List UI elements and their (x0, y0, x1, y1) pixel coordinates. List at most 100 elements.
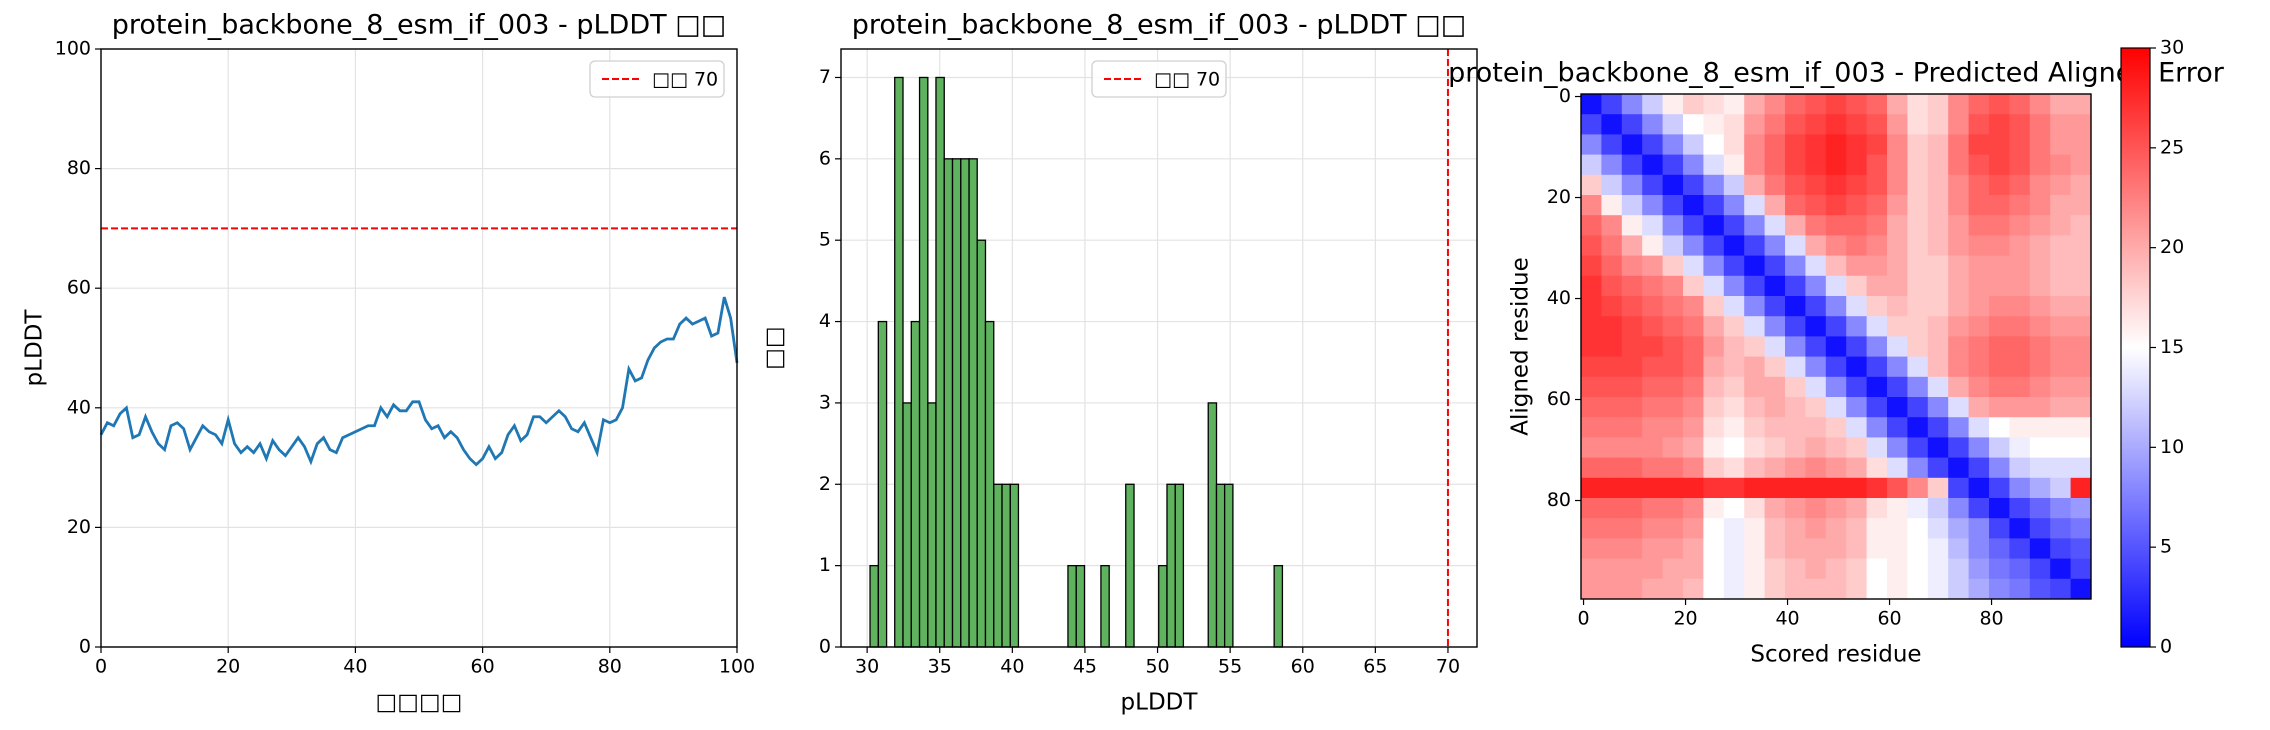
y-tick-label: 3 (819, 391, 831, 413)
heatmap-cell (1866, 397, 1888, 418)
heatmap-cell (1581, 296, 1602, 317)
heatmap-cell (1907, 134, 1929, 155)
heatmap-cell (1662, 235, 1684, 256)
heatmap-cell (1642, 477, 1663, 499)
heatmap-cell (2009, 538, 2031, 559)
heatmap-cell (1825, 134, 1847, 155)
heatmap-cell (1948, 94, 1969, 115)
heatmap-cell (1887, 417, 1908, 438)
heatmap-cell (1723, 417, 1745, 438)
heatmap-cell (1846, 296, 1867, 317)
heatmap-cell (1662, 154, 1684, 176)
histogram-bar (1174, 483, 1185, 648)
heatmap-cell (1989, 356, 2010, 378)
heatmap-cell (1662, 397, 1684, 418)
heatmap-cell (1723, 235, 1745, 256)
heatmap-cell (2009, 437, 2031, 458)
heatmap-cell (1662, 356, 1684, 378)
heatmap-cell (1642, 235, 1663, 256)
heatmap-cell (1968, 275, 1990, 297)
heatmap-cell (1948, 518, 1969, 539)
y-axis-label: pLDDT (22, 309, 48, 387)
heatmap-cell (1683, 134, 1704, 155)
heatmap-cell (1621, 397, 1643, 418)
heatmap-cell (1989, 457, 2010, 479)
heatmap-cell (1866, 296, 1888, 317)
heatmap-cell (2029, 538, 2051, 559)
heatmap-cell (1866, 477, 1888, 499)
heatmap-cell (1846, 235, 1867, 256)
histogram-bar (902, 402, 912, 648)
axes-frame (1580, 93, 2092, 600)
heatmap-cell (2009, 498, 2031, 519)
heatmap-cell (1825, 578, 1847, 600)
heatmap-cell (1989, 477, 2010, 499)
heatmap-cell (1846, 154, 1867, 176)
legend-label: □□ 70 (652, 69, 718, 91)
heatmap-cell (1825, 255, 1847, 277)
heatmap-cell (1968, 518, 1990, 539)
heatmap-cell (1723, 376, 1745, 398)
heatmap-cell (1927, 558, 1949, 580)
heatmap-cell (1989, 275, 2010, 297)
heatmap-cell (1907, 477, 1929, 499)
histogram-bar (1215, 483, 1226, 648)
heatmap-cell (1601, 255, 1623, 277)
heatmap-cell (1621, 558, 1643, 580)
heatmap-cell (1907, 114, 1929, 135)
heatmap-cell (2009, 215, 2031, 236)
heatmap-cell (1621, 154, 1643, 176)
heatmap-cell (1968, 154, 1990, 176)
heatmap-cell (1846, 215, 1867, 236)
heatmap-cell (2009, 518, 2031, 539)
heatmap-cell (1683, 195, 1704, 216)
heatmap-cell (2050, 154, 2071, 176)
heatmap-cell (1723, 477, 1745, 499)
heatmap-cell (1703, 498, 1725, 519)
heatmap-cell (1825, 154, 1847, 176)
heatmap-cell (1887, 174, 1908, 196)
heatmap-cell (1785, 417, 1806, 438)
heatmap-cell (1723, 215, 1745, 236)
heatmap-cell (1621, 235, 1643, 256)
heatmap-cell (2050, 235, 2071, 256)
heatmap-cell (2070, 376, 2092, 398)
heatmap-cell (1621, 174, 1643, 196)
heatmap-cell (2029, 255, 2051, 277)
heatmap-cell (1825, 498, 1847, 519)
heatmap-cell (1846, 255, 1867, 277)
heatmap-cell (1764, 174, 1786, 196)
heatmap-cell (2050, 477, 2071, 499)
heatmap-cell (2050, 376, 2071, 398)
heatmap-cell (1601, 578, 1623, 600)
heatmap-cell (1785, 498, 1806, 519)
heatmap-cell (1601, 296, 1623, 317)
heatmap-cell (1662, 437, 1684, 458)
heatmap-cell (2029, 114, 2051, 135)
heatmap-cell (1764, 437, 1786, 458)
heatmap-cell (1662, 94, 1684, 115)
heatmap-cell (1948, 215, 1969, 236)
y-axis-label: Aligned residue (1508, 257, 1534, 436)
heatmap-cell (1621, 114, 1643, 135)
heatmap-cell (1744, 154, 1765, 176)
heatmap-cell (1642, 296, 1663, 317)
heatmap-cell (2070, 558, 2092, 580)
heatmap-cell (2009, 457, 2031, 479)
histogram-bar (1009, 483, 1020, 648)
axes-frame (840, 48, 1478, 648)
y-tick-label: 60 (67, 277, 91, 299)
legend-frame (1091, 60, 1227, 98)
heatmap-cell (1907, 296, 1929, 317)
heatmap-cell (1887, 457, 1908, 479)
heatmap-cell (1581, 255, 1602, 277)
heatmap-cell (1948, 235, 1969, 256)
heatmap-cell (1846, 195, 1867, 216)
heatmap-cell (1948, 558, 1969, 580)
heatmap-cell (1703, 195, 1725, 216)
heatmap-cell (1887, 397, 1908, 418)
heatmap-cell (2050, 275, 2071, 297)
heatmap-cell (1866, 195, 1888, 216)
heatmap-cell (1581, 195, 1602, 216)
heatmap-cell (1703, 94, 1725, 115)
